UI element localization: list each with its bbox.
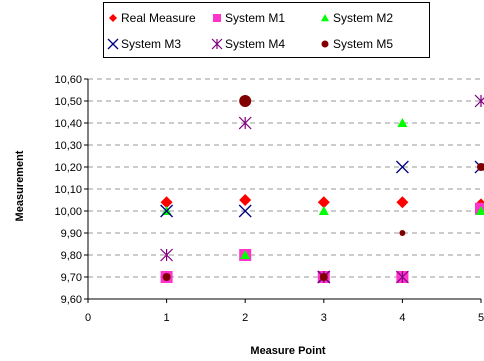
system-m5-point <box>399 230 406 236</box>
y-tick-label: 9,80 <box>61 250 82 262</box>
y-tick-label: 9,70 <box>61 272 82 284</box>
system-m2-point <box>397 118 408 127</box>
system-m4-point <box>160 248 174 262</box>
system-m3-point <box>160 204 174 218</box>
legend-label-system-m3: System M3 <box>121 37 181 51</box>
real-measure-point <box>239 194 252 206</box>
x-tick-label: 5 <box>478 312 484 324</box>
legend-marker-system-m1 <box>213 14 221 22</box>
y-tick-label: 10,50 <box>54 96 82 108</box>
y-axis-title: Measurement <box>14 150 26 221</box>
legend-label-real-measure: Real Measure <box>121 11 196 25</box>
y-tick-label: 9,60 <box>61 294 82 306</box>
legend-marker-system-m5 <box>321 40 329 48</box>
y-tick-label: 10,40 <box>54 118 82 130</box>
system-m4-point <box>238 116 252 130</box>
x-tick-label: 2 <box>242 312 248 324</box>
system-m2-point <box>240 250 251 259</box>
x-tick-label: 3 <box>321 312 327 324</box>
x-tick-labels: 0 1 2 3 4 5 <box>85 312 484 324</box>
y-tick-label: 9,90 <box>61 228 82 240</box>
legend: Real Measure System M1 System M2 System M3 S… <box>103 2 430 58</box>
x-axis-title: Measure Point <box>250 345 326 357</box>
x-tick-label: 1 <box>164 312 170 324</box>
gridlines <box>84 78 481 300</box>
system-m5-point <box>239 95 252 107</box>
system-m5-point <box>319 273 328 281</box>
y-tick-label: 10,10 <box>54 184 82 196</box>
legend-label-system-m2: System M2 <box>333 11 393 25</box>
system-m4-point <box>395 270 409 284</box>
legend-label-system-m5: System M5 <box>333 37 393 51</box>
y-tick-label: 10,30 <box>54 140 82 152</box>
legend-marker-system-m3 <box>107 38 119 50</box>
legend-marker-real-measure <box>109 14 117 22</box>
x-tick-label: 0 <box>85 312 91 324</box>
real-measure-point <box>317 196 330 209</box>
y-tick-label: 10,00 <box>54 206 82 218</box>
real-measure-point <box>160 196 173 209</box>
system-m2-point <box>476 206 484 215</box>
legend-box <box>103 2 430 58</box>
system-m5-point <box>477 163 484 171</box>
system-m4-point <box>474 94 484 108</box>
system-m5-point <box>162 273 171 281</box>
system-m3-point <box>395 160 409 174</box>
system-m2-point <box>318 206 329 215</box>
system-m3-point <box>238 204 252 218</box>
legend-marker-system-m2 <box>321 14 329 22</box>
data-points <box>160 94 484 284</box>
real-measure-point <box>396 196 409 209</box>
legend-marker-system-m4 <box>211 38 223 50</box>
x-tick-label: 4 <box>399 312 405 324</box>
legend-label-system-m4: System M4 <box>225 37 285 51</box>
axes <box>87 79 482 303</box>
y-tick-label: 10,20 <box>54 162 82 174</box>
y-tick-label: 10,60 <box>54 74 82 86</box>
legend-label-system-m1: System M1 <box>225 11 285 25</box>
y-tick-labels: 9,60 9,70 9,80 9,90 10,00 10,10 10,20 10,30 10,4… <box>54 74 82 306</box>
